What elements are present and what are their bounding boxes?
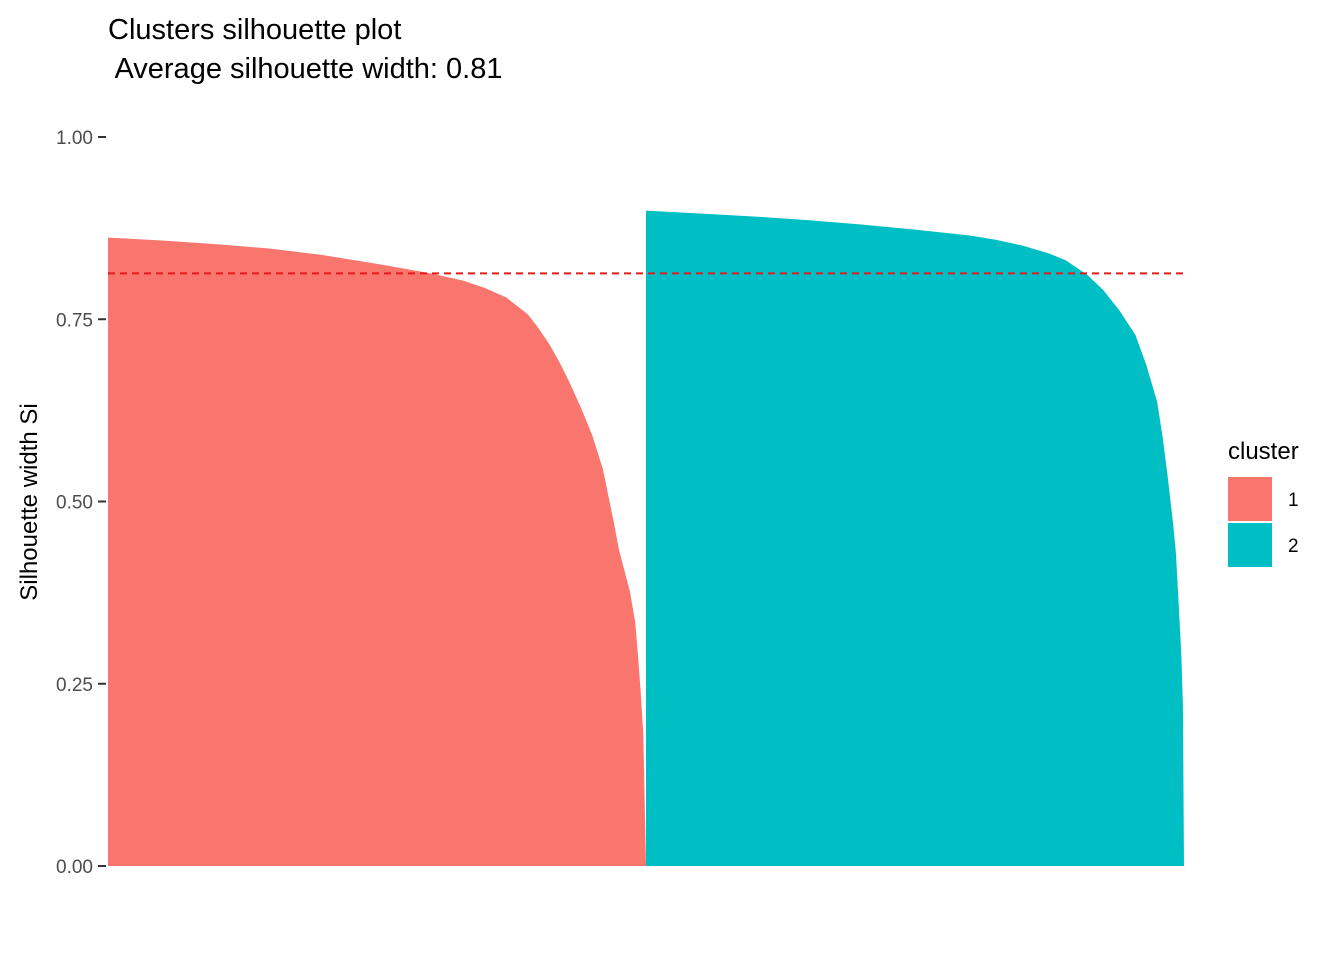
legend-label-cluster-2: 2 <box>1288 536 1299 557</box>
y-axis: 0.00 0.25 0.50 0.75 1.00 <box>56 128 106 878</box>
legend-swatch-cluster-2 <box>1228 523 1272 567</box>
legend-label-cluster-1: 1 <box>1288 490 1299 511</box>
cluster-1-bars <box>108 237 646 867</box>
y-axis-title: Silhouette width Si <box>16 403 43 600</box>
y-tick-label: 0.00 <box>56 857 93 878</box>
chart-title: Clusters silhouette plot <box>108 14 401 46</box>
legend-title: cluster <box>1228 438 1299 465</box>
legend-swatch-cluster-1 <box>1228 477 1272 521</box>
y-tick-label: 0.25 <box>56 675 93 696</box>
y-tick-label: 0.50 <box>56 493 93 514</box>
y-tick-label: 1.00 <box>56 128 93 149</box>
legend: cluster 12 <box>1228 438 1299 567</box>
plot-area <box>108 210 1184 867</box>
legend-entries: 12 <box>1228 477 1299 567</box>
bars-layer <box>108 210 1184 867</box>
chart-subtitle: Average silhouette width: 0.81 <box>108 53 502 85</box>
cluster-2-bars <box>646 210 1184 866</box>
y-tick-label: 0.75 <box>56 310 93 331</box>
